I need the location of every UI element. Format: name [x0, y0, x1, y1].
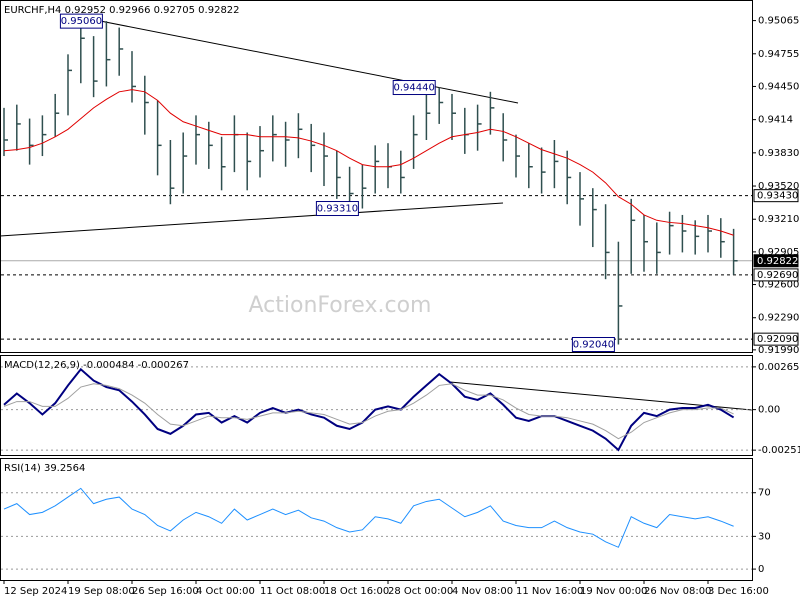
rsi-header: RSI(14) 39.2564: [4, 463, 85, 474]
price-panel: [0, 0, 753, 353]
y-tick-label: 0.00: [758, 405, 780, 416]
y-tick-label: 0.92905: [758, 247, 799, 258]
y-tick-label: 0.9414: [758, 115, 793, 126]
x-tick-label: 26 Nov 08:00: [644, 586, 711, 597]
level-label: 0.92822: [757, 256, 798, 267]
indicator-line: [3, 383, 734, 440]
x-tick-label: 11 Nov 16:00: [516, 586, 583, 597]
level-box: [753, 268, 799, 282]
x-tick-label: 3 Dec 16:00: [708, 586, 769, 597]
annotation-box: [315, 201, 359, 217]
symbol-header: EURCHF,H4 0.92952 0.92966 0.92705 0.9282…: [4, 5, 240, 16]
annotation-label: 0.94440: [394, 83, 435, 94]
x-tick-label: 28 Oct 00:00: [388, 586, 453, 597]
trend-line: [449, 381, 753, 411]
y-tick-label: 0.93830: [758, 148, 799, 159]
x-tick-label: 26 Sep 16:00: [132, 586, 199, 597]
annotation-box: [59, 13, 103, 29]
y-tick-label: 0.95065: [758, 16, 799, 27]
level-label: 0.93430: [757, 191, 798, 202]
x-tick-label: 12 Sep 2024: [4, 586, 67, 597]
y-tick-label: 0.93210: [758, 214, 799, 225]
y-tick-label: 0.00265: [758, 362, 799, 373]
macd-panel: [0, 355, 753, 456]
annotation-box: [392, 80, 436, 96]
x-tick-label: 11 Oct 08:00: [260, 586, 325, 597]
level-box: [753, 332, 799, 346]
y-tick-label: 0.93520: [758, 181, 799, 192]
y-tick-label: 0.92600: [758, 280, 799, 291]
annotation-box: [571, 337, 615, 353]
level-box: [753, 189, 799, 203]
moving-average: [3, 89, 734, 236]
y-tick-label: 0.94450: [758, 81, 799, 92]
x-tick-label: 19 Sep 08:00: [68, 586, 135, 597]
y-tick-label: 30: [758, 531, 771, 542]
y-tick-label: 0: [758, 564, 764, 575]
x-tick-label: 4 Nov 08:00: [452, 586, 513, 597]
level-label: 0.92090: [757, 334, 798, 345]
trend-line: [84, 17, 519, 104]
annotation-label: 0.93310: [317, 204, 358, 215]
annotation-label: 0.95060: [61, 16, 102, 27]
trend-line: [0, 202, 504, 237]
y-tick-label: 0.91990: [758, 345, 799, 356]
y-tick-label: 0.92290: [758, 313, 799, 324]
level-box: [753, 254, 799, 268]
x-tick-label: 19 Nov 00:00: [580, 586, 647, 597]
watermark: ActionForex.com: [249, 293, 432, 318]
rsi-panel: [0, 458, 753, 581]
indicator-line: [3, 367, 735, 452]
x-tick-label: 18 Oct 16:00: [324, 586, 389, 597]
y-tick-label: 0.94755: [758, 49, 799, 60]
macd-header: MACD(12,26,9) -0.000484 -0.000267: [4, 360, 189, 371]
indicator-line: [3, 487, 734, 548]
y-tick-label: -0.002511: [758, 445, 800, 456]
y-tick-label: 70: [758, 488, 771, 499]
level-label: 0.92690: [757, 270, 798, 281]
annotation-label: 0.92040: [573, 340, 614, 351]
x-tick-label: 4 Oct 00:00: [196, 586, 255, 597]
